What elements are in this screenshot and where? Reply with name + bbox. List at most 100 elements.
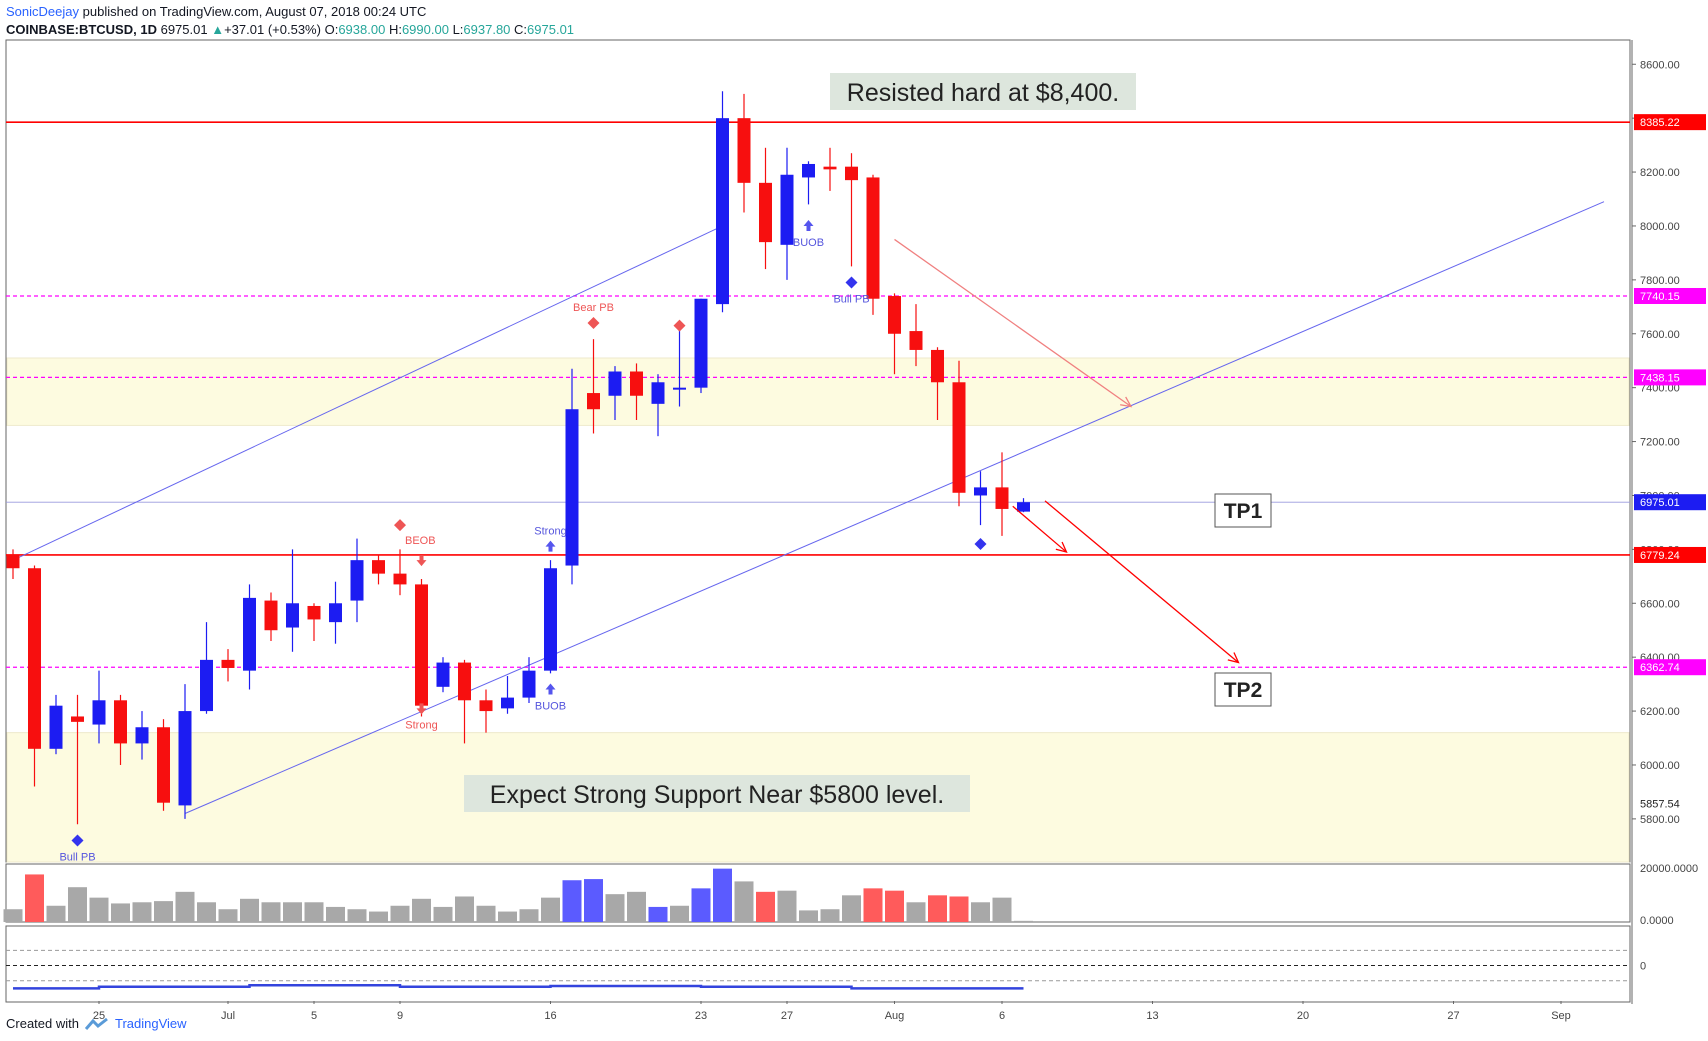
volume-bar bbox=[713, 868, 732, 922]
candle-body bbox=[264, 600, 278, 631]
volume-bar bbox=[842, 895, 861, 922]
volume-bar bbox=[971, 902, 990, 922]
arrow-head-icon bbox=[1120, 396, 1133, 408]
oscillator-pane bbox=[5, 925, 1631, 1003]
candle-body bbox=[200, 659, 213, 712]
candle-body bbox=[694, 298, 708, 388]
arrow-head-icon bbox=[1055, 541, 1068, 554]
candle-body bbox=[286, 603, 299, 628]
volume-bar bbox=[928, 895, 947, 922]
close-label: C: bbox=[514, 22, 528, 37]
signal-diamond-icon bbox=[587, 316, 600, 329]
price-level-label: 7438.15 bbox=[1640, 372, 1680, 384]
candle-body bbox=[49, 705, 63, 749]
candle-body bbox=[71, 716, 84, 722]
trend-channel-line bbox=[12, 225, 723, 561]
oscillator-line bbox=[13, 984, 1024, 990]
volume-bar bbox=[68, 887, 87, 922]
chart-header: SonicDeejay published on TradingView.com… bbox=[0, 0, 1708, 40]
candle-body bbox=[845, 166, 858, 181]
candle-body bbox=[157, 727, 170, 803]
price-level-badge bbox=[1634, 114, 1706, 131]
candle-body bbox=[372, 560, 385, 574]
time-tick-label: Sep bbox=[1551, 1010, 1571, 1022]
candle-body bbox=[888, 296, 901, 334]
time-tick-label: 23 bbox=[695, 1010, 707, 1022]
support-annotation: Expect Strong Support Near $5800 level. bbox=[464, 775, 970, 812]
signal-diamond-icon bbox=[394, 519, 406, 532]
time-tick-label: Aug bbox=[885, 1010, 905, 1022]
open-value: 6938.00 bbox=[338, 22, 386, 37]
price-level-label: 6975.01 bbox=[1640, 497, 1680, 509]
volume-bar bbox=[283, 902, 302, 922]
price-tick-label: 5800.00 bbox=[1640, 814, 1680, 826]
price-tick-label: 7800.00 bbox=[1640, 275, 1680, 287]
candle-body bbox=[243, 597, 256, 671]
volume-bar bbox=[218, 909, 238, 922]
footer: Created with TradingView bbox=[6, 1016, 187, 1031]
candle-body bbox=[737, 118, 751, 183]
signal-label: Bear PB bbox=[573, 302, 614, 314]
resisted-annotation: Resisted hard at $8,400. bbox=[830, 73, 1136, 110]
volume-bar bbox=[799, 910, 818, 922]
support-annotation-text: Expect Strong Support Near $5800 level. bbox=[490, 781, 944, 809]
signal-arrow-down-icon bbox=[416, 703, 427, 715]
volume-bar bbox=[347, 909, 367, 922]
signal-diamond-icon bbox=[673, 319, 686, 332]
time-tick-label: 9 bbox=[397, 1010, 403, 1022]
tradingview-brand-link[interactable]: TradingView bbox=[114, 1016, 187, 1031]
up-triangle-icon: ▲ bbox=[211, 22, 225, 37]
candle-body bbox=[28, 568, 41, 749]
price-change: +37.01 (+0.53%) bbox=[224, 22, 321, 37]
projection-arrow bbox=[1044, 500, 1239, 664]
volume-axis-label: 0.0000 bbox=[1640, 915, 1674, 927]
signal-label: Strong bbox=[534, 526, 566, 538]
volume-bar bbox=[25, 874, 44, 922]
signal-diamond-icon bbox=[974, 537, 987, 550]
volume-bar bbox=[584, 879, 603, 922]
signal-arrow-up-icon bbox=[545, 683, 556, 695]
volume-bar bbox=[949, 896, 969, 922]
price-tick-label: 8000.00 bbox=[1640, 221, 1680, 233]
time-tick-label: 27 bbox=[1447, 1010, 1459, 1022]
candle-body bbox=[608, 371, 622, 396]
author-link[interactable]: SonicDeejay bbox=[6, 4, 79, 19]
candle-body bbox=[565, 409, 579, 566]
volume-bar bbox=[992, 897, 1012, 922]
price-tick-label: 8200.00 bbox=[1640, 167, 1680, 179]
candle-body bbox=[329, 603, 342, 623]
price-level-badge bbox=[1634, 369, 1706, 386]
candle-body bbox=[587, 393, 600, 410]
low-label: L: bbox=[452, 22, 464, 37]
volume-bar bbox=[304, 902, 324, 922]
volume-bar bbox=[175, 891, 195, 922]
candle-body bbox=[909, 331, 923, 350]
candle-body bbox=[974, 487, 987, 496]
candle-body bbox=[952, 382, 966, 493]
last-price: 6975.01 bbox=[160, 22, 208, 37]
candle-body bbox=[178, 711, 192, 806]
volume-bar bbox=[756, 891, 775, 922]
price-level-label: 6362.74 bbox=[1640, 662, 1680, 674]
volume-bar bbox=[369, 911, 388, 922]
volume-bar bbox=[240, 898, 259, 922]
candle-body bbox=[307, 605, 321, 620]
candle-body bbox=[350, 560, 364, 601]
candle-body bbox=[823, 166, 837, 170]
volume-bar bbox=[906, 902, 926, 922]
candle-body bbox=[393, 573, 407, 585]
candle-body bbox=[436, 662, 450, 687]
oscillator-axis-label: 0 bbox=[1640, 961, 1646, 973]
volume-bar bbox=[197, 902, 216, 922]
support-annotation-box bbox=[464, 775, 970, 812]
symbol-label[interactable]: COINBASE:BTCUSD, 1D bbox=[6, 22, 157, 37]
tradingview-logo-icon bbox=[84, 1017, 108, 1030]
support-resistance-zone bbox=[6, 357, 1630, 426]
published-text: published on TradingView.com, August 07,… bbox=[82, 4, 427, 19]
publish-line: SonicDeejay published on TradingView.com… bbox=[6, 4, 426, 19]
tp1-label-box bbox=[1214, 493, 1272, 528]
candle-body bbox=[92, 700, 106, 725]
candle-body bbox=[995, 487, 1009, 509]
candle-body bbox=[673, 387, 686, 390]
